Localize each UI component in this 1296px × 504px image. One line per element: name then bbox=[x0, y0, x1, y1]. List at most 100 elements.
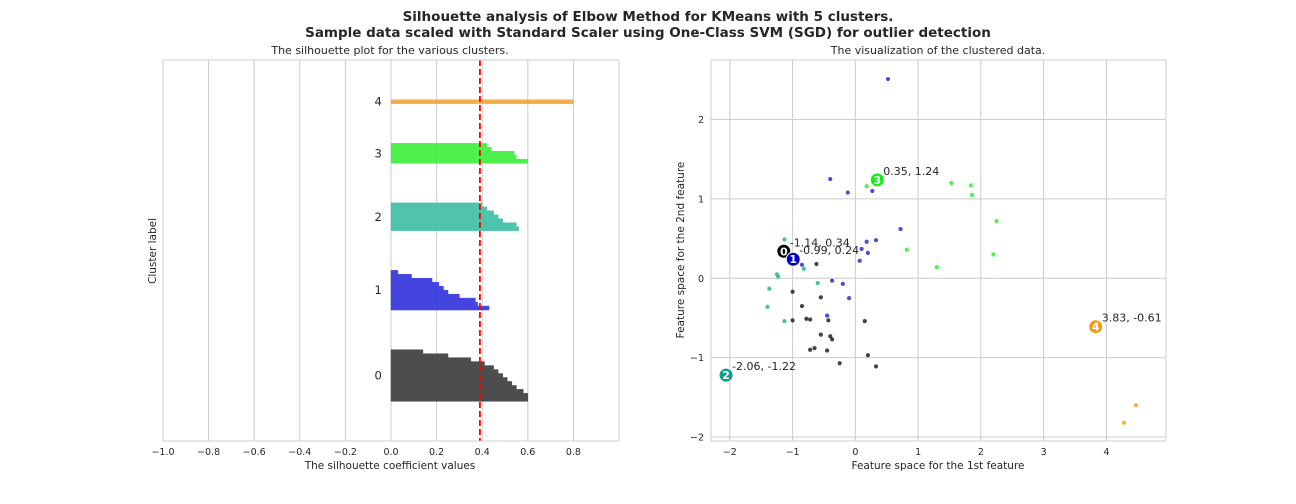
silhouette-x-tick-label: −0.8 bbox=[197, 447, 220, 458]
silhouette-x-tick-label: −1.0 bbox=[151, 447, 174, 458]
cluster-center-number: 4 bbox=[1092, 321, 1100, 334]
scatter-point-cluster-0 bbox=[790, 318, 795, 323]
scatter-point-cluster-4 bbox=[1133, 403, 1138, 408]
scatter-point-cluster-0 bbox=[873, 364, 879, 369]
scatter-y-axis-label: Feature space for the 2nd feature bbox=[675, 162, 687, 339]
scatter-point-cluster-1 bbox=[859, 246, 864, 252]
silhouette-cluster-label: 2 bbox=[375, 210, 382, 224]
scatter-x-tick-label: −2 bbox=[723, 447, 737, 458]
scatter-point-cluster-3 bbox=[994, 219, 999, 224]
scatter-x-tick-label: 3 bbox=[1041, 447, 1047, 458]
scatter-point-cluster-0 bbox=[808, 347, 813, 352]
scatter-point-cluster-4 bbox=[1121, 420, 1127, 425]
cluster-center-annotation: 0.35, 1.24 bbox=[883, 165, 939, 178]
scatter-point-cluster-0 bbox=[808, 317, 813, 322]
cluster-center-1 bbox=[785, 251, 801, 267]
figure-title-line1: Silhouette analysis of Elbow Method for … bbox=[403, 9, 894, 25]
scatter-point-cluster-3 bbox=[969, 192, 975, 198]
cluster-center-3 bbox=[869, 172, 885, 188]
scatter-point-cluster-1 bbox=[898, 226, 903, 232]
scatter-point-cluster-0 bbox=[865, 353, 870, 358]
scatter-point-cluster-1 bbox=[846, 296, 852, 301]
cluster-center-annotation: -1.14, 0.34 bbox=[790, 236, 850, 249]
scatter-point-cluster-1 bbox=[799, 262, 805, 267]
cluster-center-number: 3 bbox=[873, 174, 881, 187]
silhouette-plot: The silhouette plot for the various clus… bbox=[147, 44, 620, 472]
scatter-point-cluster-1 bbox=[857, 258, 862, 263]
scatter-point-cluster-3 bbox=[934, 265, 940, 270]
scatter-point-cluster-1 bbox=[845, 190, 850, 195]
scatter-point-cluster-1 bbox=[825, 313, 830, 318]
scatter-y-tick-label: −2 bbox=[690, 433, 704, 444]
silhouette-x-tick-label: −0.2 bbox=[334, 447, 357, 458]
scatter-point-cluster-3 bbox=[949, 180, 954, 186]
scatter-point-cluster-2 bbox=[782, 237, 787, 242]
scatter-point-cluster-3 bbox=[991, 252, 996, 257]
scatter-point-cluster-0 bbox=[814, 261, 819, 267]
silhouette-x-tick-label: 0.0 bbox=[383, 447, 398, 458]
silhouette-cluster-1 bbox=[390, 270, 490, 311]
cluster-scatter-plot: The visualization of the clustered data.… bbox=[675, 44, 1167, 472]
scatter-point-cluster-1 bbox=[864, 239, 869, 244]
scatter-point-cluster-2 bbox=[782, 319, 787, 324]
scatter-y-tick-label: −1 bbox=[690, 353, 704, 364]
silhouette-x-tick-label: 0.8 bbox=[566, 447, 581, 458]
cluster-center-annotation: -0.99, 0.24 bbox=[799, 244, 859, 257]
scatter-point-cluster-2 bbox=[815, 280, 820, 286]
scatter-point-cluster-0 bbox=[862, 319, 867, 324]
scatter-plot-title: The visualization of the clustered data. bbox=[830, 44, 1046, 57]
scatter-point-cluster-0 bbox=[799, 303, 805, 309]
cluster-center-2 bbox=[718, 367, 734, 383]
silhouette-x-tick-label: −0.6 bbox=[243, 447, 266, 458]
silhouette-x-tick-label: 0.4 bbox=[475, 447, 490, 458]
scatter-point-cluster-1 bbox=[885, 76, 891, 82]
silhouette-x-axis-label: The silhouette coefficient values bbox=[304, 460, 476, 472]
scatter-point-cluster-3 bbox=[864, 184, 869, 189]
scatter-x-tick-label: 4 bbox=[1103, 447, 1109, 458]
scatter-y-tick-label: 2 bbox=[698, 115, 704, 126]
scatter-plot-frame bbox=[710, 59, 1167, 442]
scatter-point-cluster-0 bbox=[812, 346, 817, 351]
scatter-point-cluster-1 bbox=[828, 176, 833, 182]
silhouette-plot-title: The silhouette plot for the various clus… bbox=[270, 44, 508, 57]
silhouette-x-tick-label: −0.4 bbox=[288, 447, 311, 458]
scatter-point-cluster-0 bbox=[790, 289, 795, 294]
scatter-point-cluster-2 bbox=[767, 286, 772, 291]
scatter-point-cluster-0 bbox=[826, 318, 831, 323]
cluster-center-number: 0 bbox=[780, 245, 788, 258]
scatter-point-cluster-2 bbox=[801, 266, 806, 271]
scatter-point-cluster-1 bbox=[870, 188, 875, 194]
scatter-y-tick-label: 1 bbox=[698, 194, 704, 205]
scatter-point-cluster-3 bbox=[968, 183, 973, 188]
scatter-point-cluster-0 bbox=[837, 361, 842, 366]
scatter-point-cluster-3 bbox=[904, 247, 909, 252]
silhouette-cluster-label: 1 bbox=[375, 283, 382, 297]
scatter-point-cluster-1 bbox=[865, 250, 870, 255]
scatter-point-cluster-2 bbox=[776, 274, 781, 279]
scatter-point-cluster-1 bbox=[873, 238, 879, 243]
scatter-x-tick-label: 2 bbox=[978, 447, 984, 458]
scatter-x-tick-label: −1 bbox=[786, 447, 800, 458]
scatter-y-tick-label: 0 bbox=[698, 274, 704, 285]
silhouette-cluster-label: 0 bbox=[375, 369, 382, 383]
scatter-x-tick-label: 1 bbox=[915, 447, 921, 458]
scatter-point-cluster-0 bbox=[825, 348, 830, 353]
silhouette-y-axis-label: Cluster label bbox=[147, 218, 159, 284]
scatter-point-cluster-1 bbox=[830, 278, 835, 283]
silhouette-cluster-label: 3 bbox=[375, 146, 382, 160]
figure-title-line2: Sample data scaled with Standard Scaler … bbox=[305, 25, 991, 41]
scatter-point-cluster-2 bbox=[765, 304, 770, 309]
cluster-center-number: 2 bbox=[722, 369, 730, 382]
scatter-point-cluster-0 bbox=[828, 334, 833, 339]
scatter-x-axis-label: Feature space for the 1st feature bbox=[851, 460, 1024, 472]
scatter-point-cluster-0 bbox=[818, 295, 823, 300]
cluster-center-4 bbox=[1088, 319, 1104, 335]
silhouette-cluster-4 bbox=[390, 99, 574, 104]
silhouette-cluster-2 bbox=[390, 202, 519, 231]
silhouette-x-tick-label: 0.2 bbox=[429, 447, 444, 458]
scatter-point-cluster-1 bbox=[840, 281, 845, 286]
cluster-center-annotation: 3.83, -0.61 bbox=[1102, 312, 1162, 325]
silhouette-x-tick-label: 0.6 bbox=[520, 447, 535, 458]
scatter-point-cluster-0 bbox=[830, 337, 835, 342]
